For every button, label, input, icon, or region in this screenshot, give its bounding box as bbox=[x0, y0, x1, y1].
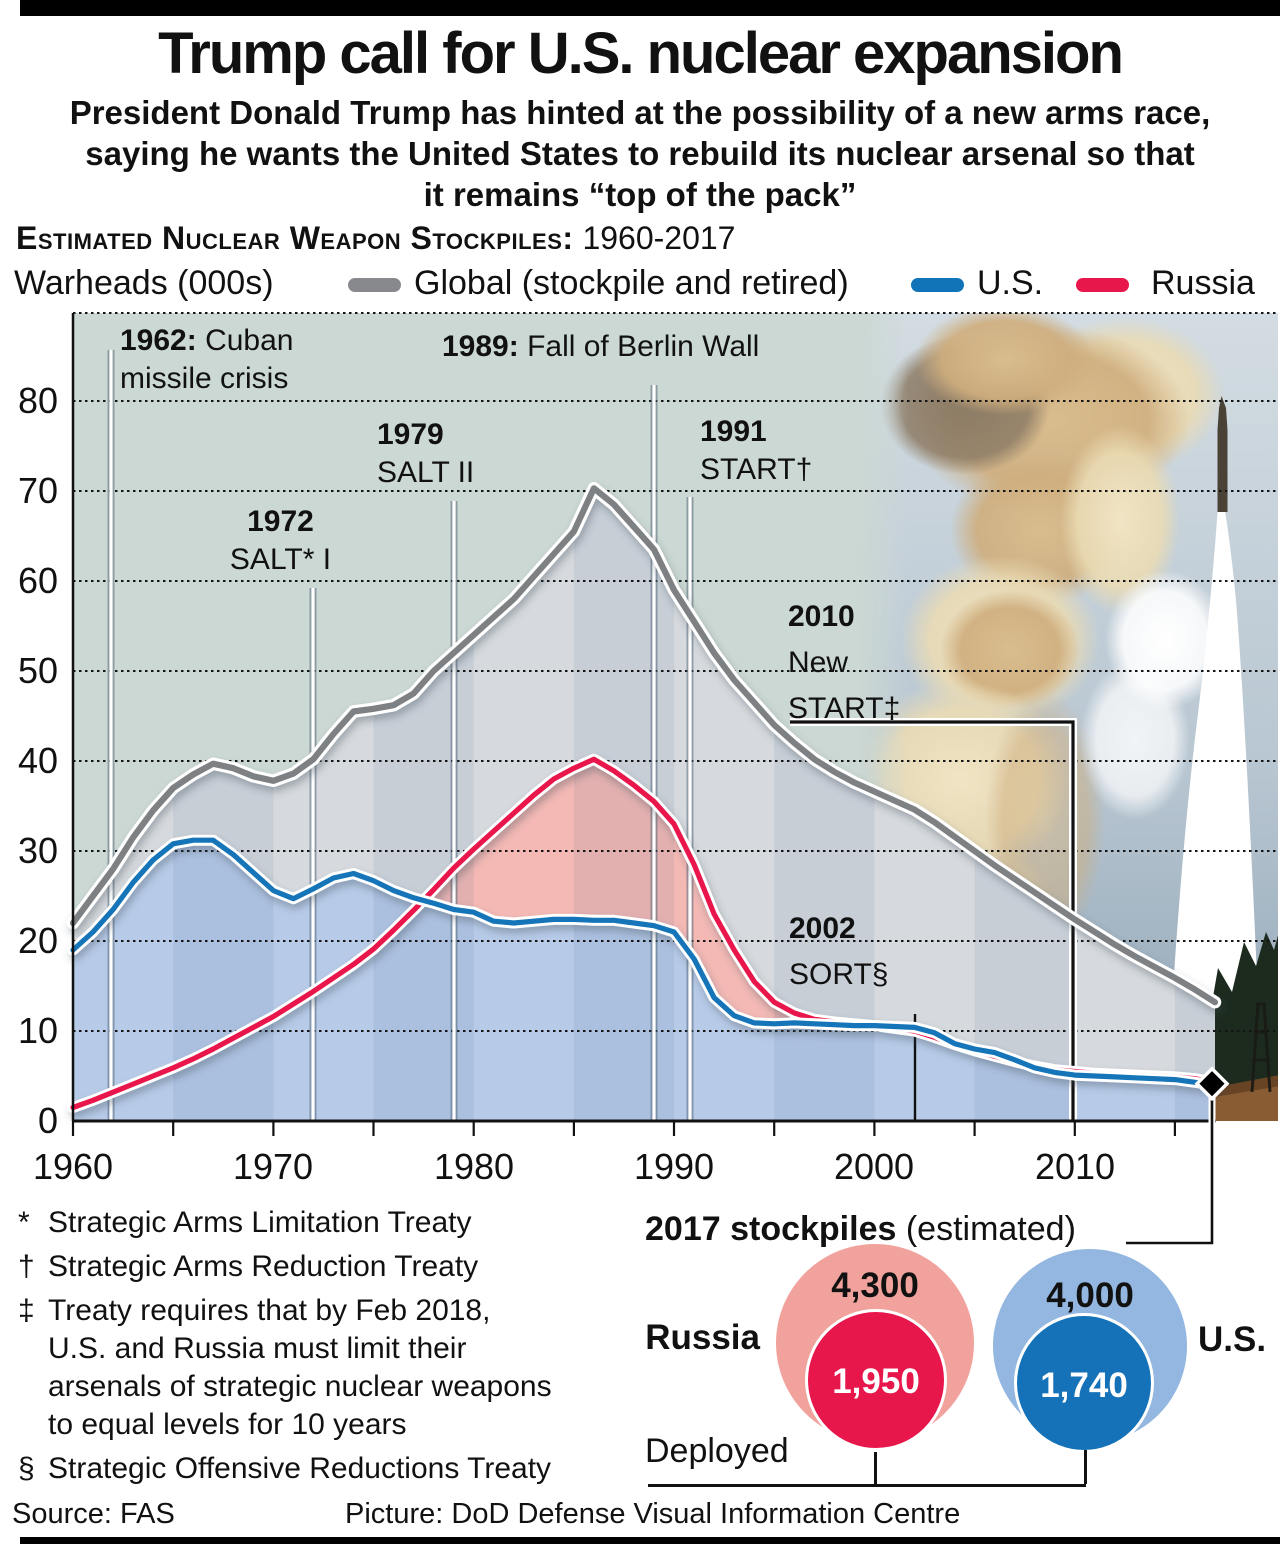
stockpiles-2017-heading-rest: (estimated) bbox=[896, 1210, 1076, 1248]
x-axis-label: 1970 bbox=[232, 1146, 314, 1187]
legend-label-global: Global (stockpile and retired) bbox=[414, 264, 849, 302]
footnote-line: U.S. and Russia must limit their bbox=[48, 1332, 467, 1365]
footnote-line: § Strategic Offensive Reductions Treaty bbox=[18, 1452, 552, 1485]
event-annotation: 1979 SALT II bbox=[377, 418, 475, 489]
us-deployed-value: 1,740 bbox=[1040, 1366, 1128, 1405]
event-annotation: 2010 New START‡ bbox=[788, 600, 901, 725]
event-annotation: 1989: Fall of Berlin Wall bbox=[442, 330, 760, 363]
footnote-line: arsenals of strategic nuclear weapons bbox=[48, 1370, 552, 1403]
legend-label-us: U.S. bbox=[977, 264, 1044, 302]
us-total-value: 4,000 bbox=[1046, 1276, 1134, 1315]
footnote-line: to equal levels for 10 years bbox=[48, 1408, 407, 1441]
photo-launch-tower bbox=[1250, 1002, 1272, 1093]
footnote-line: * Strategic Arms Limitation Treaty bbox=[18, 1206, 472, 1239]
y-axis-label: 50 bbox=[17, 650, 58, 691]
us-deployed-circle bbox=[1014, 1313, 1154, 1453]
russia-circle-label: Russia bbox=[645, 1318, 760, 1357]
footnotes: * Strategic Arms Limitation Treaty † Strate… bbox=[18, 1206, 658, 1496]
y-axis-label: 30 bbox=[17, 830, 58, 871]
picture-credit: Picture: DoD Defense Visual Information … bbox=[345, 1498, 961, 1530]
chart-section-title-text: Estimated Nuclear Weapon Stockpiles: bbox=[16, 220, 574, 256]
legend-swatch-global bbox=[348, 278, 401, 292]
subtitle-line: President Donald Trump has hinted at the… bbox=[69, 94, 1211, 131]
legend-swatch-russia bbox=[1076, 278, 1129, 292]
bottom-rule-bar bbox=[20, 1537, 1280, 1544]
event-lines bbox=[107, 350, 1077, 1121]
russia-total-value: 4,300 bbox=[831, 1266, 919, 1305]
event-annotation: 1991 START† bbox=[700, 415, 813, 486]
deployed-bracket-line bbox=[648, 1484, 1086, 1487]
series-global-line bbox=[66, 482, 1222, 1009]
page-title: Trump call for U.S. nuclear expansion bbox=[158, 21, 1124, 86]
end-marker-connector bbox=[1126, 1097, 1216, 1247]
x-axis-label: 2000 bbox=[833, 1146, 915, 1187]
footnote-line: ‡ Treaty requires that by Feb 2018, bbox=[18, 1294, 491, 1327]
russia-deployed-value: 1,950 bbox=[832, 1362, 920, 1401]
chart-section-title: Estimated Nuclear Weapon Stockpiles: 196… bbox=[16, 220, 735, 257]
subtitle-line: saying he wants the United States to reb… bbox=[85, 135, 1195, 172]
stockpiles-2017-heading-bold: 2017 stockpiles bbox=[645, 1210, 897, 1248]
series-lines bbox=[66, 482, 1222, 1113]
y-axis-label: 20 bbox=[17, 920, 58, 961]
event-annotation: 1962: Cuban missile crisis bbox=[120, 324, 294, 395]
x-axis-label: 2010 bbox=[1034, 1146, 1116, 1187]
y-axis-label: 80 bbox=[17, 380, 58, 421]
stockpiles-2017-heading: 2017 stockpiles (estimated) bbox=[645, 1210, 1076, 1249]
x-axis-label: 1990 bbox=[633, 1146, 715, 1187]
deployed-bracket-riser-russia bbox=[874, 1452, 877, 1484]
y-axis-label: 10 bbox=[17, 1010, 58, 1051]
photo-exhaust-billow bbox=[1080, 660, 1190, 820]
deployed-bracket-riser-us bbox=[1084, 1450, 1087, 1484]
series-us-line bbox=[67, 834, 1221, 1091]
subtitle-line: it remains “top of the pack” bbox=[423, 176, 857, 213]
y-axis-label: 60 bbox=[17, 560, 58, 601]
chart-section-range: 1960-2017 bbox=[573, 220, 736, 256]
russia-deployed-circle bbox=[805, 1309, 947, 1451]
footnote-line: † Strategic Arms Reduction Treaty bbox=[18, 1250, 479, 1283]
y-axis-label: 70 bbox=[17, 470, 58, 511]
legend-axis-label: Warheads (000s) bbox=[14, 264, 274, 302]
end-marker-diamond bbox=[1194, 1066, 1230, 1102]
subtitle: President Donald Trump has hinted at the… bbox=[0, 92, 1280, 215]
event-annotation: 2002 SORT§ bbox=[789, 912, 889, 991]
y-axis-label: 40 bbox=[17, 740, 58, 781]
source-credit: Source: FAS bbox=[12, 1498, 175, 1530]
missile-icon bbox=[1217, 396, 1228, 512]
legend-swatch-us bbox=[911, 278, 964, 292]
event-annotation: 1972 SALT* I bbox=[229, 505, 332, 576]
y-axis-label: 0 bbox=[37, 1100, 58, 1141]
x-axis-label: 1960 bbox=[32, 1146, 114, 1187]
chart-dynamic-layers bbox=[66, 312, 1278, 1247]
axes bbox=[71, 313, 1216, 1136]
top-rule-bar bbox=[20, 0, 1280, 16]
legend-label-russia: Russia bbox=[1151, 264, 1255, 302]
x-axis-label: 1980 bbox=[433, 1146, 515, 1187]
us-circle-label: U.S. bbox=[1198, 1320, 1267, 1359]
deployed-label: Deployed bbox=[645, 1432, 789, 1470]
